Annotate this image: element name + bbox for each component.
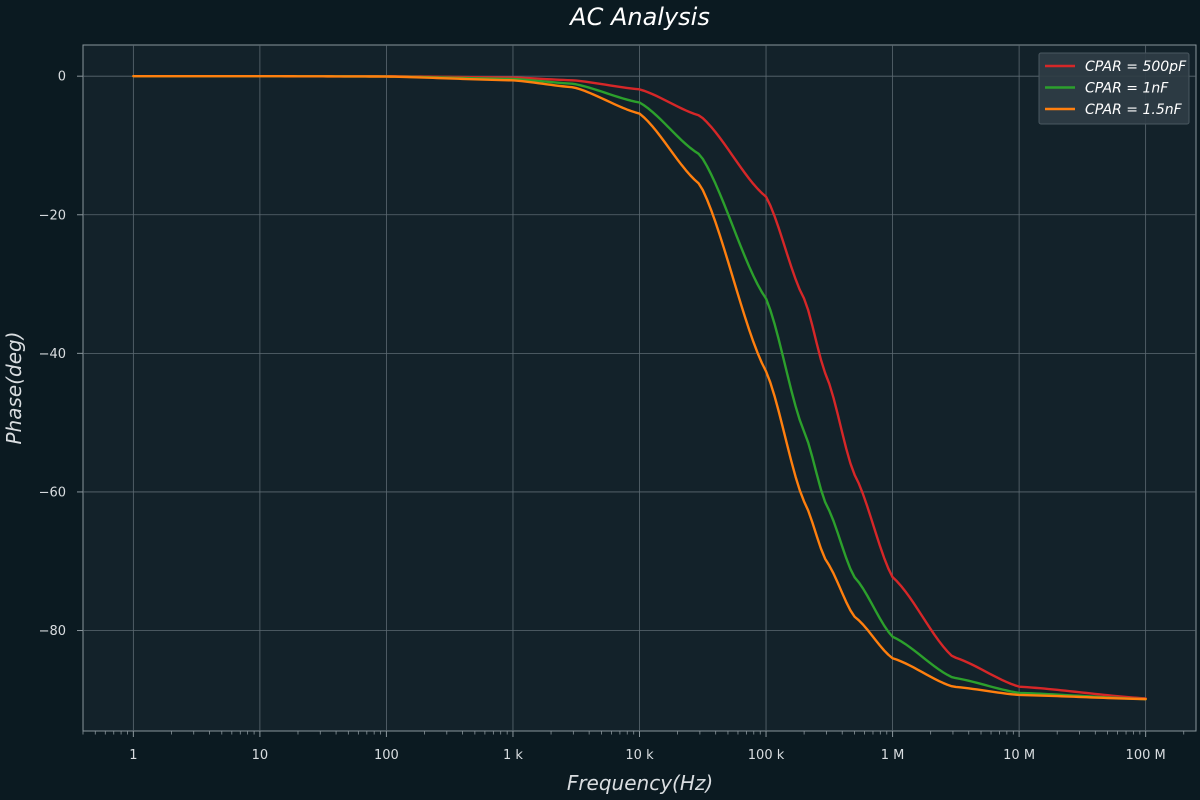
legend: CPAR = 500pF CPAR = 1nF CPAR = 1.5nF: [1038, 52, 1190, 125]
x-tick-label: 10 k: [625, 748, 654, 763]
x-tick-label: 1: [129, 748, 137, 763]
x-tick-label: 10: [252, 748, 269, 763]
series-lines: [132, 74, 1147, 701]
y-axis-ticks: 0 −20 −40 −60 −80: [39, 70, 83, 639]
x-tick-label: 100 k: [748, 748, 785, 763]
legend-label: CPAR = 1.5nF: [1085, 102, 1183, 118]
x-axis-title: Frequency(Hz): [567, 771, 713, 795]
series-line: [132, 74, 1147, 701]
y-tick-label: 0: [58, 70, 66, 85]
x-minor-ticks: [82, 731, 1185, 735]
x-tick-label: 100 M: [1126, 748, 1166, 763]
x-axis-ticks: 1 10 100 1 k 10 k 100 k 1 M 10 M 100 M: [129, 731, 1166, 763]
x-tick-label: 10 M: [1003, 748, 1035, 763]
y-axis-title: Phase(deg): [2, 331, 26, 444]
y-tick-label: −40: [39, 347, 66, 362]
legend-label: CPAR = 1nF: [1085, 81, 1169, 97]
x-tick-label: 1 M: [881, 748, 905, 763]
y-tick-label: −60: [39, 485, 66, 500]
y-tick-label: −80: [39, 624, 66, 639]
y-tick-label: −20: [39, 208, 66, 223]
chart-title: AC Analysis: [568, 3, 710, 31]
x-tick-label: 100: [374, 748, 399, 763]
legend-label: CPAR = 500pF: [1085, 59, 1187, 75]
x-tick-label: 1 k: [503, 748, 523, 763]
legend-box: [1038, 52, 1190, 125]
